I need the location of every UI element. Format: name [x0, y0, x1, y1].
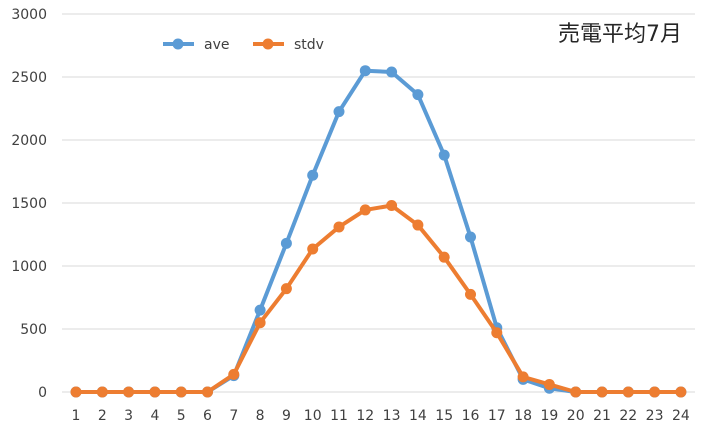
data-point-stdv: [465, 288, 476, 300]
data-point-ave: [386, 66, 398, 78]
x-tick-label: 20: [567, 408, 585, 424]
data-point-stdv: [438, 251, 450, 263]
series-line-stdv: [76, 203, 681, 394]
data-point-ave: [333, 106, 345, 118]
y-tick-label: 2500: [11, 70, 47, 86]
y-tick-label: 2000: [11, 133, 47, 149]
data-point-stdv: [202, 386, 213, 398]
x-tick-label: 11: [330, 408, 348, 424]
legend-label-stdv: stdv: [294, 37, 324, 53]
legend-marker-stdv: [262, 38, 274, 50]
legend-item-ave: ave: [163, 37, 229, 53]
data-point-stdv: [307, 243, 319, 255]
y-tick-label: 500: [20, 322, 47, 338]
x-tick-label: 6: [203, 408, 212, 424]
series-line-ave: [76, 68, 681, 394]
data-point-stdv: [175, 386, 187, 398]
x-tick-label: 15: [435, 408, 453, 424]
y-tick-label: 0: [38, 385, 47, 401]
x-tick-label: 4: [150, 408, 159, 424]
data-point-stdv: [622, 386, 634, 398]
data-point-ave: [359, 65, 371, 77]
data-point-stdv: [596, 386, 608, 398]
data-point-ave: [254, 304, 266, 316]
data-point-stdv: [280, 283, 292, 295]
x-tick-label: 3: [124, 408, 133, 424]
series-stdv: [70, 200, 687, 398]
legend-marker-ave: [172, 38, 184, 50]
data-point-stdv: [70, 386, 82, 398]
chart-title: 売電平均7月: [558, 22, 682, 47]
x-tick-label: 12: [356, 408, 374, 424]
x-tick-label: 8: [256, 408, 265, 424]
x-tick-label: 5: [177, 408, 186, 424]
data-point-ave: [465, 231, 476, 243]
x-tick-label: 19: [540, 408, 558, 424]
y-tick-label: 1000: [11, 259, 47, 275]
legend-item-stdv: stdv: [253, 37, 324, 53]
data-point-stdv: [570, 386, 582, 398]
legend: ave stdv: [163, 37, 324, 53]
x-tick-label: 21: [593, 408, 611, 424]
data-point-stdv: [386, 200, 398, 212]
data-point-stdv: [228, 368, 240, 380]
data-point-ave: [280, 237, 292, 249]
x-axis-ticks: 1 2 3 4 5 6 7 8 9 10 11 12 13 14 15 16 17 18 19 20 21 22 23 24: [72, 408, 690, 424]
y-axis-ticks: 0 500 1000 1500 2000 2500 3000: [11, 7, 47, 401]
x-tick-label: 23: [646, 408, 664, 424]
data-point-stdv: [333, 221, 345, 233]
data-point-ave: [412, 89, 424, 101]
x-tick-label: 24: [672, 408, 690, 424]
y-tick-label: 3000: [11, 7, 47, 23]
data-point-stdv: [123, 386, 135, 398]
data-point-stdv: [359, 204, 371, 216]
data-point-stdv: [675, 386, 687, 398]
x-tick-label: 10: [304, 408, 322, 424]
x-tick-label: 1: [72, 408, 81, 424]
x-tick-label: 14: [409, 408, 427, 424]
y-tick-label: 1500: [11, 196, 47, 212]
data-point-stdv: [412, 219, 424, 231]
x-tick-label: 9: [282, 408, 291, 424]
x-tick-label: 16: [462, 408, 480, 424]
data-point-stdv: [517, 371, 529, 383]
x-tick-label: 17: [488, 408, 506, 424]
data-point-stdv: [149, 386, 161, 398]
data-point-stdv: [96, 386, 108, 398]
x-tick-label: 18: [514, 408, 532, 424]
legend-label-ave: ave: [204, 37, 229, 53]
series-ave: [70, 65, 687, 398]
x-tick-label: 2: [98, 408, 107, 424]
data-point-stdv: [254, 317, 266, 329]
data-point-ave: [438, 149, 450, 161]
x-tick-label: 22: [619, 408, 637, 424]
grid-lines: [62, 13, 695, 393]
data-point-stdv: [543, 378, 555, 390]
data-point-stdv: [649, 386, 661, 398]
series-group: [70, 65, 687, 398]
x-tick-label: 13: [383, 408, 401, 424]
data-point-stdv: [491, 327, 503, 339]
data-point-ave: [307, 169, 319, 181]
x-tick-label: 7: [229, 408, 238, 424]
